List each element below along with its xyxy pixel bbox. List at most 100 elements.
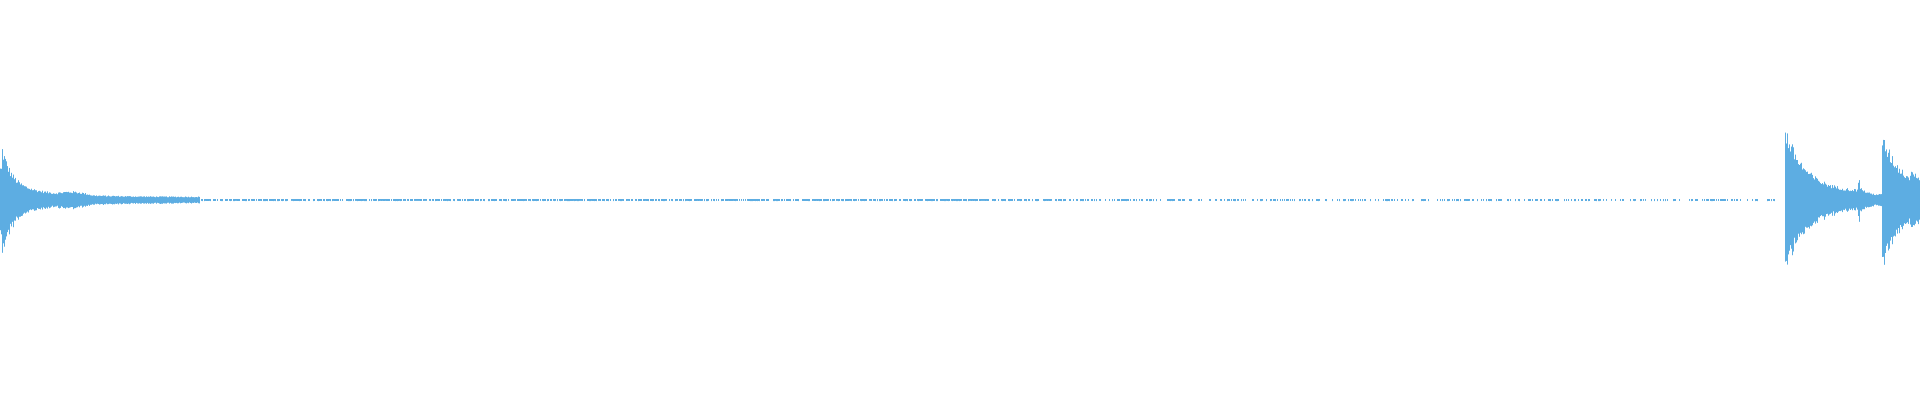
waveform-bar <box>1910 175 1911 225</box>
waveform-bar <box>696 199 697 201</box>
waveform-bar <box>570 199 571 201</box>
waveform-bar <box>1800 163 1801 233</box>
waveform-bar <box>85 193 86 207</box>
waveform-bar <box>333 199 334 201</box>
waveform-bar <box>1835 186 1836 214</box>
waveform-bar <box>49 192 50 209</box>
waveform-bar <box>561 199 562 201</box>
waveform-bar <box>171 196 172 204</box>
waveform-bar <box>123 196 124 204</box>
waveform-bar <box>933 199 934 201</box>
waveform-bar <box>1901 173 1902 227</box>
waveform-bar <box>1121 199 1122 202</box>
waveform-bar <box>966 199 967 202</box>
waveform-bar <box>1133 199 1134 201</box>
waveform-bar <box>140 196 141 204</box>
waveform-bar <box>1134 199 1135 201</box>
waveform-bar <box>607 199 608 201</box>
waveform-bar <box>774 199 775 202</box>
waveform-bar <box>1841 190 1842 211</box>
waveform-bar <box>23 185 24 214</box>
waveform-bar <box>446 199 447 201</box>
waveform-bar <box>807 199 808 201</box>
waveform-bar <box>1548 199 1549 201</box>
waveform-bar <box>1819 181 1820 218</box>
waveform-bar <box>969 199 970 201</box>
waveform-bar <box>1913 174 1914 225</box>
waveform-bar <box>644 199 645 201</box>
waveform-bar <box>948 199 949 202</box>
waveform-bar <box>133 196 134 204</box>
waveform-bar <box>1536 199 1537 201</box>
waveform-bar <box>767 199 768 201</box>
waveform-bar <box>1469 199 1470 201</box>
waveform-bar <box>1171 199 1172 201</box>
waveform-bar <box>1752 199 1753 201</box>
waveform-bar <box>940 199 941 201</box>
waveform-bar <box>1832 185 1833 216</box>
waveform-bar <box>594 199 595 202</box>
waveform-bar <box>125 196 126 204</box>
waveform-bar <box>16 182 17 217</box>
waveform-bar <box>1318 199 1319 202</box>
waveform-bar <box>134 197 135 203</box>
waveform-bar <box>756 199 757 201</box>
waveform-bar <box>1852 190 1853 211</box>
waveform-bar <box>976 199 977 201</box>
waveform-bar <box>1231 199 1232 201</box>
waveform-bar <box>387 199 388 201</box>
waveform-bar <box>1821 184 1822 216</box>
waveform-bar <box>155 197 156 203</box>
waveform-bar <box>1235 199 1236 202</box>
waveform-bar <box>505 199 506 202</box>
waveform-bar <box>762 199 763 201</box>
waveform-bar <box>623 199 624 201</box>
waveform-bar <box>7 166 8 233</box>
waveform-bar <box>146 196 147 204</box>
waveform-bar <box>1141 199 1142 201</box>
waveform-bar <box>10 176 11 224</box>
waveform-bar <box>1063 199 1064 202</box>
waveform-bar <box>1805 170 1806 227</box>
waveform-bar <box>1024 199 1025 201</box>
waveform-bar <box>1891 163 1892 237</box>
waveform-bar <box>957 199 958 202</box>
waveform-bar <box>1826 184 1827 214</box>
waveform-bar <box>1660 199 1661 201</box>
waveform-bar <box>866 199 867 201</box>
waveform-bar <box>773 199 774 202</box>
waveform-bar <box>1394 199 1395 201</box>
waveform-bar <box>131 196 132 203</box>
waveform-bar <box>93 195 94 205</box>
waveform-bar <box>29 188 30 211</box>
waveform-bar <box>522 199 523 201</box>
waveform-bar <box>186 196 187 204</box>
waveform-bar <box>60 192 61 208</box>
waveform-bar <box>1003 199 1004 201</box>
waveform-bar <box>1391 199 1392 201</box>
waveform-bar <box>1428 199 1429 202</box>
waveform-bar <box>1692 199 1693 201</box>
waveform-bar <box>1724 199 1725 201</box>
waveform-bar <box>1458 199 1459 202</box>
waveform-bar <box>812 199 813 201</box>
waveform-bar <box>737 199 738 201</box>
waveform-bar <box>1029 199 1030 201</box>
waveform-bar <box>1245 199 1246 201</box>
waveform-bar <box>1854 189 1855 211</box>
waveform-bar <box>834 199 835 201</box>
waveform-bar <box>698 199 699 201</box>
waveform-bar <box>671 199 672 201</box>
waveform-bar <box>217 199 218 201</box>
waveform-bar <box>319 199 320 201</box>
waveform-bar <box>27 188 28 212</box>
waveform-bar <box>1319 199 1320 201</box>
waveform-bar <box>1 168 2 235</box>
waveform-bar <box>26 186 27 213</box>
waveform-bar <box>884 199 885 201</box>
waveform-bar <box>1483 199 1484 201</box>
waveform-bar <box>191 196 192 204</box>
waveform-bar <box>1849 191 1850 209</box>
waveform-bar <box>1392 199 1393 201</box>
